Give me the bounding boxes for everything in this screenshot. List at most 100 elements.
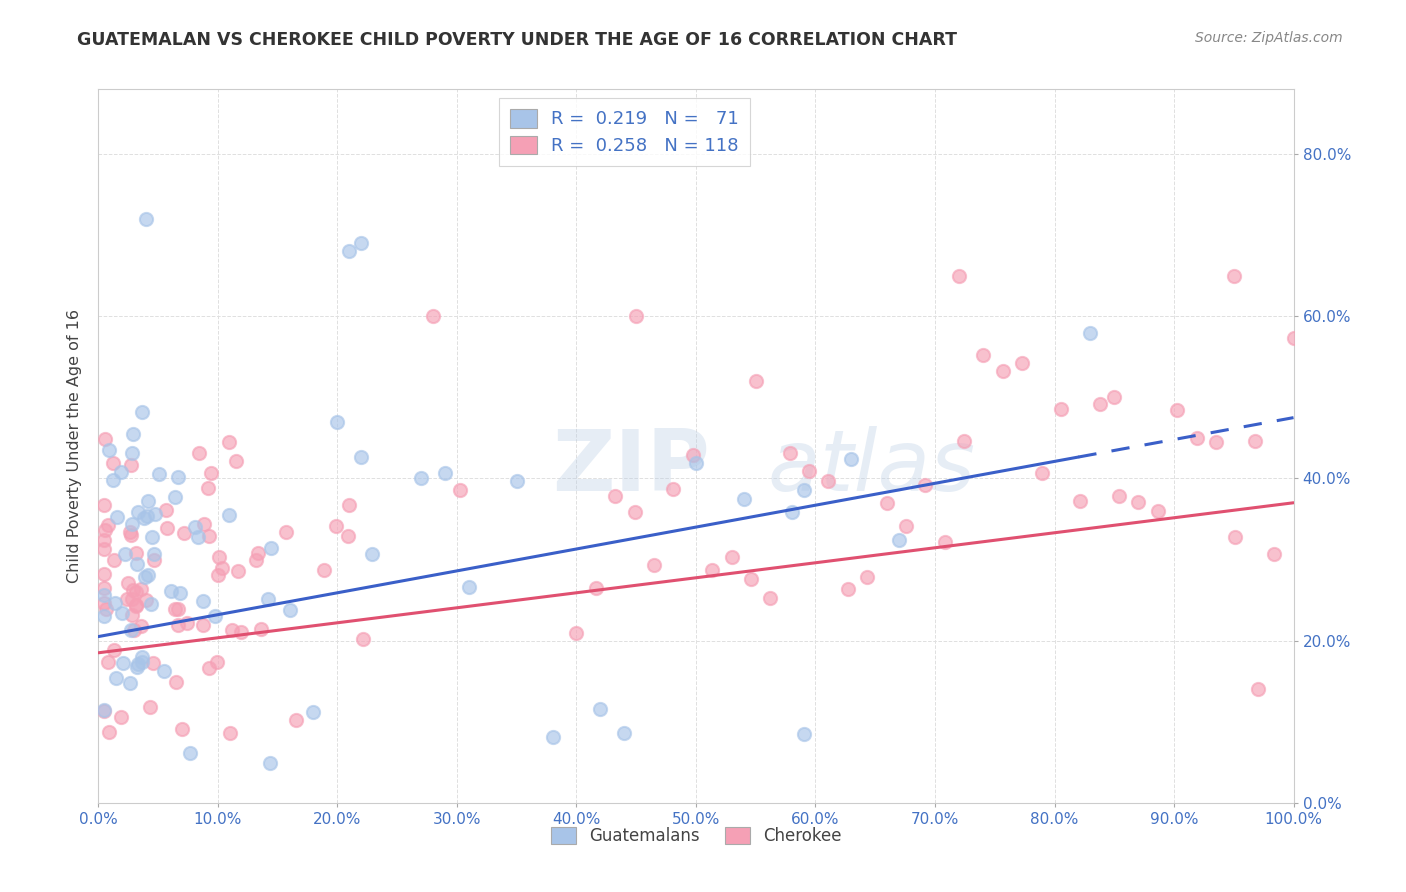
Text: Source: ZipAtlas.com: Source: ZipAtlas.com	[1195, 31, 1343, 45]
Point	[339, 244, 361, 259]
Point	[167, 602, 190, 616]
Point	[169, 586, 191, 600]
Point	[605, 489, 627, 503]
Point	[166, 617, 188, 632]
Point	[1205, 435, 1227, 450]
Point	[352, 632, 374, 646]
Point	[260, 541, 283, 555]
Point	[797, 464, 820, 478]
Point	[1088, 397, 1111, 411]
Point	[565, 626, 588, 640]
Point	[1147, 503, 1170, 517]
Text: GUATEMALAN VS CHEROKEE CHILD POVERTY UNDER THE AGE OF 16 CORRELATION CHART: GUATEMALAN VS CHEROKEE CHILD POVERTY UND…	[77, 31, 957, 49]
Point	[221, 623, 243, 637]
Point	[193, 594, 215, 608]
Point	[93, 596, 115, 610]
Point	[204, 609, 226, 624]
Point	[121, 516, 143, 531]
Point	[124, 598, 146, 612]
Point	[118, 675, 141, 690]
Point	[136, 494, 159, 508]
Point	[506, 475, 529, 489]
Point	[121, 591, 143, 606]
Point	[589, 701, 612, 715]
Point	[1069, 494, 1091, 508]
Point	[623, 505, 645, 519]
Point	[198, 529, 221, 543]
Point	[155, 503, 177, 517]
Point	[1011, 356, 1033, 370]
Point	[733, 492, 755, 507]
Point	[153, 664, 176, 678]
Point	[93, 542, 115, 557]
Point	[159, 583, 181, 598]
Point	[972, 348, 994, 362]
Point	[720, 550, 742, 565]
Point	[889, 533, 911, 547]
Point	[1080, 326, 1102, 340]
Point	[121, 426, 143, 441]
Point	[166, 469, 188, 483]
Point	[218, 435, 240, 450]
Point	[914, 477, 936, 491]
Point	[1263, 547, 1285, 561]
Point	[165, 675, 187, 690]
Point	[143, 552, 166, 566]
Point	[132, 511, 155, 525]
Point	[156, 521, 179, 535]
Point	[1166, 403, 1188, 417]
Point	[336, 529, 359, 543]
Point	[1243, 434, 1265, 448]
Point	[121, 607, 143, 622]
Point	[793, 483, 815, 497]
Point	[120, 524, 142, 539]
Point	[458, 581, 481, 595]
Point	[131, 655, 153, 669]
Point	[246, 545, 269, 559]
Point	[1282, 331, 1305, 345]
Point	[97, 442, 120, 457]
Point	[1104, 390, 1126, 404]
Point	[779, 446, 801, 460]
Point	[350, 450, 373, 465]
Point	[120, 458, 142, 472]
Point	[1031, 467, 1053, 481]
Point	[141, 530, 163, 544]
Point	[103, 553, 125, 567]
Point	[127, 657, 149, 671]
Point	[173, 526, 195, 541]
Point	[422, 310, 444, 324]
Point	[125, 557, 148, 571]
Point	[115, 592, 138, 607]
Point	[841, 452, 863, 467]
Point	[200, 466, 222, 480]
Point	[135, 211, 157, 226]
Point	[110, 606, 132, 620]
Point	[93, 609, 115, 624]
Legend: Guatemalans, Cherokee: Guatemalans, Cherokee	[544, 820, 848, 852]
Point	[145, 508, 167, 522]
Point	[198, 661, 221, 675]
Point	[585, 581, 607, 595]
Point	[211, 561, 233, 575]
Point	[284, 713, 307, 727]
Point	[1185, 431, 1208, 445]
Point	[176, 615, 198, 630]
Point	[93, 703, 115, 717]
Point	[93, 567, 115, 582]
Point	[411, 471, 433, 485]
Point	[122, 583, 145, 598]
Point	[103, 643, 125, 657]
Point	[93, 432, 115, 446]
Point	[934, 535, 956, 549]
Point	[134, 570, 156, 584]
Point	[93, 582, 115, 596]
Point	[172, 722, 194, 736]
Point	[541, 731, 564, 745]
Point	[129, 618, 152, 632]
Point	[184, 520, 207, 534]
Point	[449, 483, 471, 497]
Point	[142, 657, 165, 671]
Point	[1247, 682, 1270, 697]
Point	[125, 546, 148, 560]
